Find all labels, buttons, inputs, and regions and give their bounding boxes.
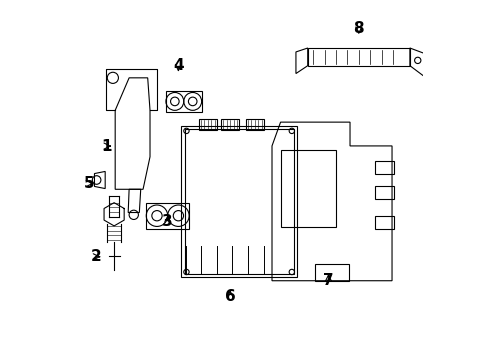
Text: 5: 5 [83, 176, 94, 191]
Text: 7: 7 [323, 273, 333, 288]
Text: 8: 8 [353, 21, 364, 36]
Text: 3: 3 [162, 213, 173, 229]
Text: 6: 6 [224, 289, 235, 303]
Text: 1: 1 [102, 139, 112, 154]
Text: 2: 2 [91, 249, 102, 264]
Text: 4: 4 [173, 58, 183, 73]
